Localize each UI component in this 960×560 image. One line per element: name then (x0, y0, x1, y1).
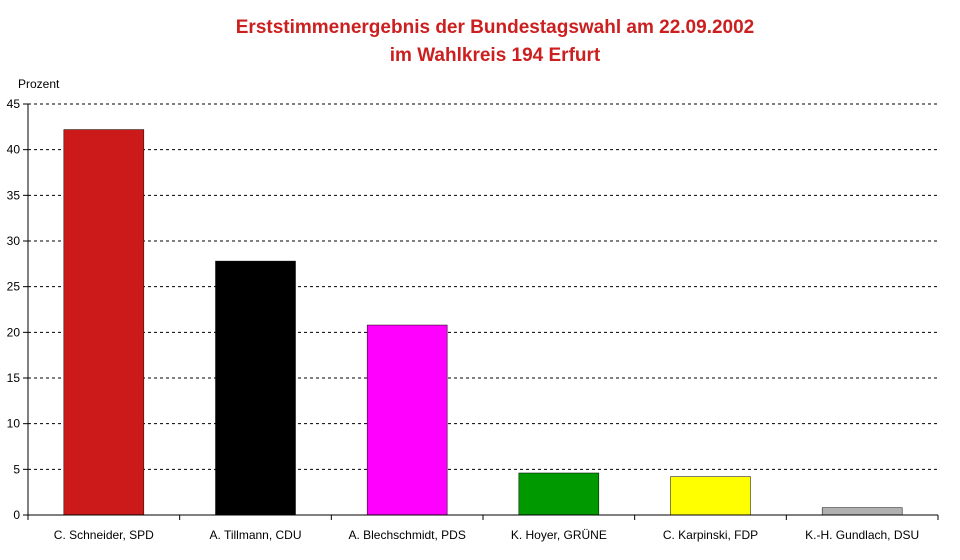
y-tick-label: 10 (7, 417, 21, 431)
bar (518, 472, 600, 516)
y-tick-label: 45 (7, 97, 21, 111)
gridlines (28, 103, 938, 470)
axes (23, 103, 939, 520)
y-tick-label: 35 (7, 188, 21, 202)
x-tick-label: K.-H. Gundlach, DSU (805, 528, 919, 542)
y-tick-labels: 0 5 10 15 20 25 30 35 40 45 (7, 97, 21, 522)
x-tick-label: A. Blechschmidt, PDS (348, 528, 465, 542)
x-tick-label: K. Hoyer, GRÜNE (511, 528, 607, 542)
chart-subtitle: im Wahlkreis 194 Erfurt (389, 45, 601, 66)
bar (670, 476, 751, 516)
bar (366, 324, 448, 516)
y-tick-label: 20 (7, 325, 21, 339)
y-tick-label: 25 (7, 280, 21, 294)
bar (821, 507, 903, 516)
bar (215, 260, 296, 516)
x-tick-label: C. Schneider, SPD (54, 528, 154, 542)
y-tick-label: 5 (13, 462, 20, 476)
x-tick-label: A. Tillmann, CDU (209, 528, 301, 542)
y-tick-label: 30 (7, 234, 21, 248)
y-axis-label: Prozent (18, 77, 60, 91)
y-tick-label: 0 (13, 508, 20, 522)
y-tick-label: 40 (7, 143, 21, 157)
bar (63, 129, 145, 516)
bars (63, 129, 903, 516)
y-tick-label: 15 (7, 371, 21, 385)
x-tick-label: C. Karpinski, FDP (663, 528, 758, 542)
x-tick-labels: C. Schneider, SPD A. Tillmann, CDU A. Blec… (54, 528, 919, 542)
chart-title: Erststimmenergebnis der Bundestagswahl a… (235, 17, 755, 38)
